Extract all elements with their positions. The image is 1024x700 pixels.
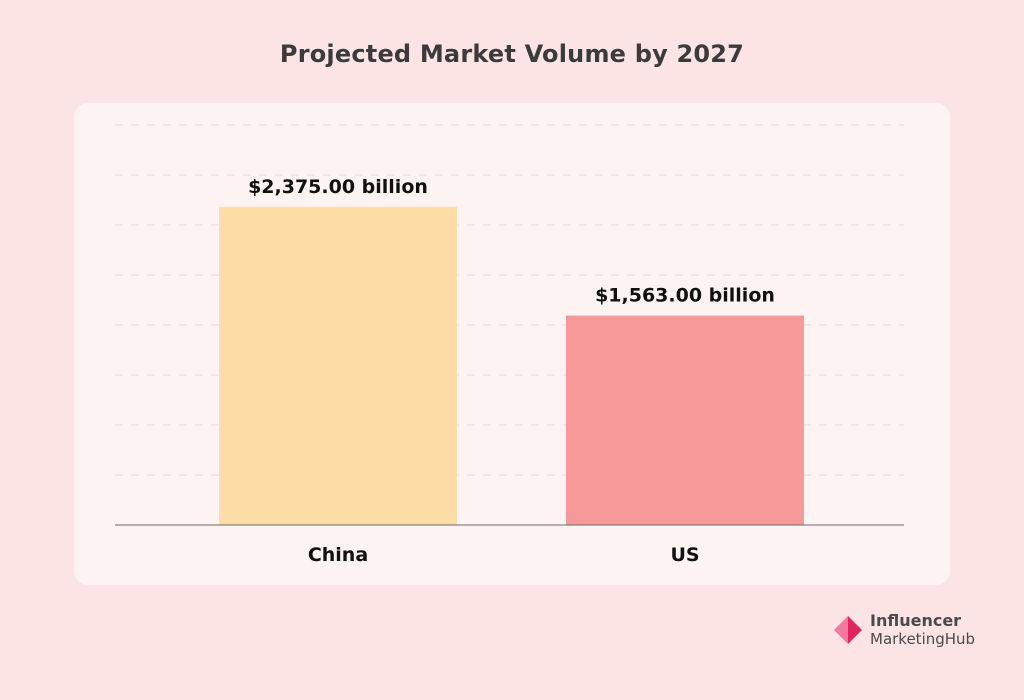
brand-line-2b: Hub	[944, 630, 976, 648]
bar-china	[219, 206, 457, 525]
brand-line-1: Influencer	[870, 611, 962, 630]
x-tick-label-china: China	[308, 544, 368, 566]
brand-mark-icon	[834, 616, 862, 644]
chart-title: Projected Market Volume by 2027	[279, 40, 745, 68]
brand-line-2: MarketingHub	[870, 630, 975, 648]
bar-us	[566, 315, 804, 525]
data-label-china: $2,375.00 billion	[248, 176, 428, 198]
data-label-us: $1,563.00 billion	[595, 285, 775, 307]
chart-card: $2,375.00 billion China $1,563.00 billion U…	[74, 103, 950, 585]
brand-line-2a: Marketing	[870, 630, 945, 648]
brand-wordmark: Influencer MarketingHub	[870, 611, 975, 649]
x-tick-label-us: US	[670, 544, 699, 566]
brand-logo: Influencer MarketingHub	[832, 612, 1007, 648]
bar-chart: $2,375.00 billion China $1,563.00 billion U…	[115, 124, 904, 566]
